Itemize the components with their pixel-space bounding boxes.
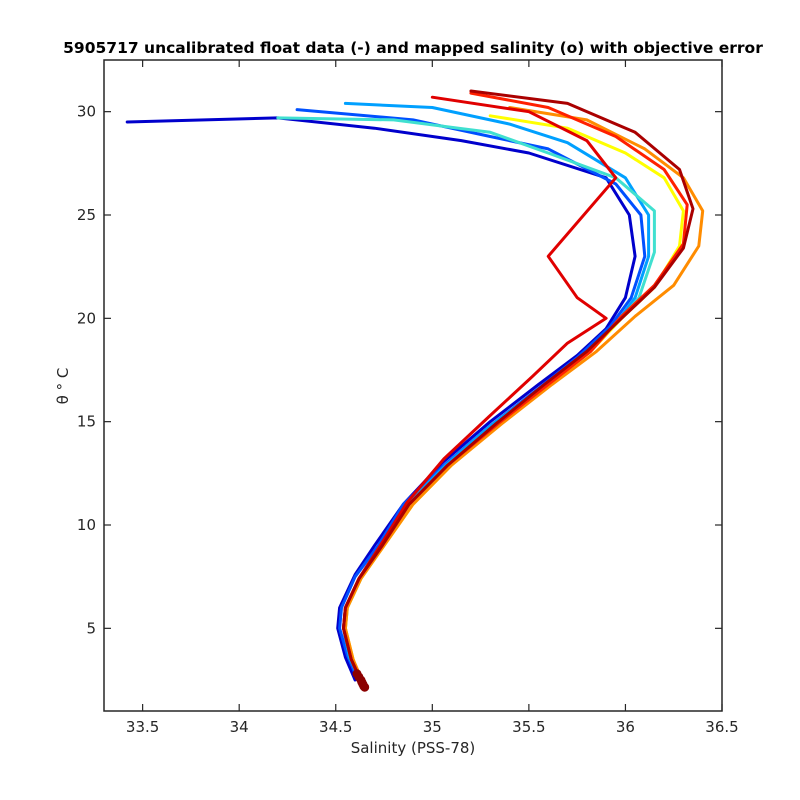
x-tick-label: 36 [616,718,635,736]
x-tick-label: 36.5 [705,718,738,736]
y-axis: 5 10 15 20 25 30 [77,103,722,637]
y-tick-label: 10 [77,516,96,534]
x-axis: 33.5 34 34.5 35 35.5 36 36.5 [126,60,739,736]
x-tick-label: 35 [423,718,442,736]
x-axis-label: Salinity (PSS-78) [351,739,476,757]
series-layer [125,89,705,686]
x-tick-label: 34.5 [319,718,352,736]
marker-layer [352,669,370,692]
x-tick-label: 35.5 [512,718,545,736]
y-tick-label: 25 [77,206,96,224]
y-tick-label: 20 [77,309,96,327]
y-tick-label: 30 [77,103,96,121]
mapped-salinity-marker [360,682,370,692]
y-tick-label: 5 [86,619,96,637]
y-axis-label: θ ° C [54,368,72,405]
axes-box [103,59,723,712]
plot-area [104,60,722,711]
series-line-9 [342,89,695,686]
x-tick-label: 34 [230,718,249,736]
y-tick-label: 15 [77,413,96,431]
chart-title: 5905717 uncalibrated float data (-) and … [63,39,763,57]
x-tick-label: 33.5 [126,718,159,736]
